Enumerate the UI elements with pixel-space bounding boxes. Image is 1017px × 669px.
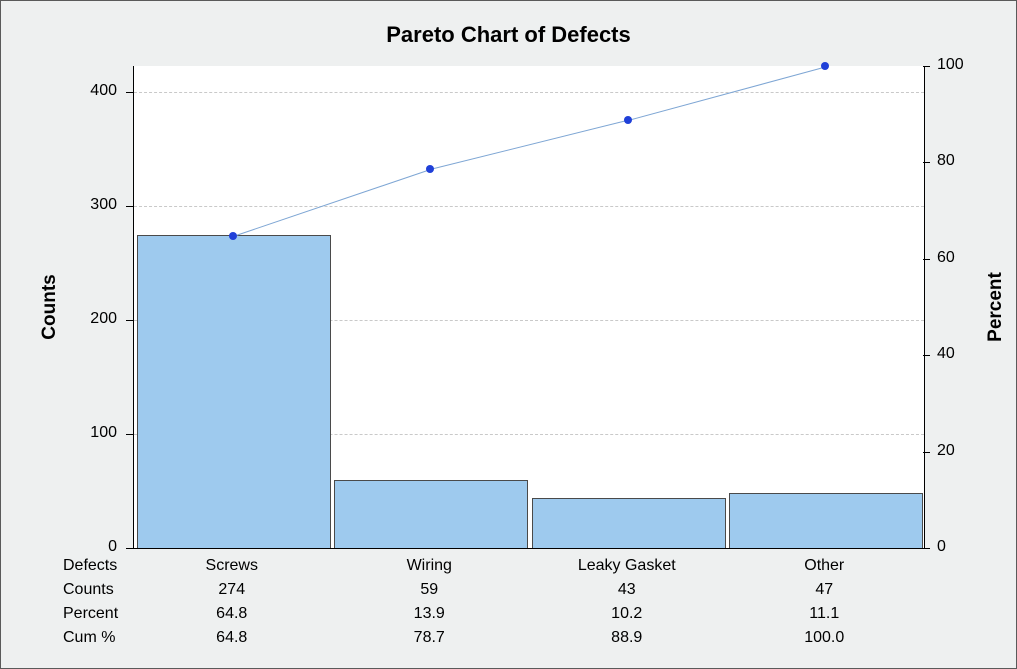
y-right-tick-mark (923, 66, 930, 67)
grid-line (134, 92, 924, 93)
y-right-tick-label: 100 (937, 56, 964, 74)
cum-percent-marker (624, 116, 632, 124)
table-row-label: Cum % (63, 629, 115, 647)
table-cell: Wiring (407, 557, 452, 575)
y-left-axis-label: Counts (39, 274, 61, 339)
cum-percent-marker (821, 62, 829, 70)
cum-line-segment (430, 120, 628, 170)
y-right-tick-label: 60 (937, 249, 955, 267)
bar (137, 235, 331, 548)
y-right-tick-label: 80 (937, 152, 955, 170)
y-left-tick-mark (126, 548, 133, 549)
y-right-tick-label: 0 (937, 538, 946, 556)
table-row: Cum % 64.8 78.7 88.9 100.0 (1, 629, 1017, 651)
table-cell: Leaky Gasket (578, 557, 676, 575)
y-left-tick-label: 400 (90, 82, 117, 100)
chart-title: Pareto Chart of Defects (1, 22, 1016, 48)
table-cell: 64.8 (216, 629, 247, 647)
table-cell: 11.1 (809, 605, 839, 623)
table-cell: 78.7 (414, 629, 445, 647)
table-cell: Screws (206, 557, 258, 575)
table-cell: Other (804, 557, 844, 575)
y-right-tick-mark (923, 259, 930, 260)
y-right-tick-mark (923, 162, 930, 163)
table-row: Defects Screws Wiring Leaky Gasket Other (1, 557, 1017, 579)
table-cell: 88.9 (611, 629, 642, 647)
table-cell: 64.8 (216, 605, 247, 623)
plot-area (133, 66, 925, 549)
bar (532, 498, 726, 548)
table-cell: 10.2 (611, 605, 642, 623)
bar (334, 480, 528, 548)
cum-line-segment (628, 66, 826, 120)
table-cell: 13.9 (414, 605, 445, 623)
table-row-label: Counts (63, 581, 114, 599)
table-row-label: Defects (63, 557, 117, 575)
table-row-label: Percent (63, 605, 118, 623)
y-left-tick-label: 0 (108, 538, 117, 556)
table-cell: 59 (420, 581, 438, 599)
y-left-tick-label: 200 (90, 310, 117, 328)
y-right-axis-label: Percent (985, 272, 1007, 342)
y-left-tick-mark (126, 206, 133, 207)
y-left-tick-label: 100 (90, 424, 117, 442)
table-cell: 43 (618, 581, 636, 599)
y-left-tick-mark (126, 434, 133, 435)
table-cell: 274 (218, 581, 245, 599)
table-cell: 47 (815, 581, 833, 599)
bar (729, 493, 923, 548)
y-left-tick-mark (126, 320, 133, 321)
y-left-tick-label: 300 (90, 196, 117, 214)
chart-container: Pareto Chart of Defects Counts Percent D… (0, 0, 1017, 669)
y-right-tick-mark (923, 452, 930, 453)
cum-percent-marker (229, 232, 237, 240)
y-right-tick-mark (923, 548, 930, 549)
y-right-tick-label: 40 (937, 345, 955, 363)
table-cell: 100.0 (804, 629, 844, 647)
y-right-tick-mark (923, 355, 930, 356)
y-right-tick-label: 20 (937, 442, 955, 460)
y-left-tick-mark (126, 92, 133, 93)
table-row: Counts 274 59 43 47 (1, 581, 1017, 603)
cum-line-segment (233, 169, 431, 237)
grid-line (134, 206, 924, 207)
cum-percent-marker (426, 165, 434, 173)
table-row: Percent 64.8 13.9 10.2 11.1 (1, 605, 1017, 627)
